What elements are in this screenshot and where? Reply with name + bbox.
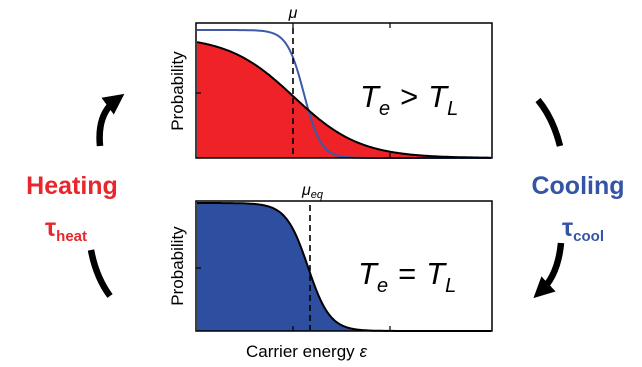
bottom-panel: μeq Probability Te = TL [168,182,493,332]
heating-group: Heating τheat [26,93,125,298]
equilibrium-distribution-fill [197,203,491,331]
top-probability-label: Probability [168,51,187,131]
tau-cool-label: τcool [562,214,604,245]
top-temperature-relation: Te > TL [360,79,458,120]
heating-arrow-upper [96,93,125,147]
hot-distribution-curve [196,41,491,159]
x-axis-label: Carrier energy ε [246,342,368,361]
cooling-arc-upper [535,97,564,147]
bottom-temperature-relation: Te = TL [358,256,456,297]
tau-heat-label: τheat [45,214,87,245]
top-plot-frame [195,22,493,159]
bottom-probability-label: Probability [168,226,187,306]
hot-distribution-fill [197,42,491,158]
heating-label: Heating [26,172,118,200]
cooling-arrow-lower [533,242,565,299]
bottom-plot-frame [195,200,493,332]
bottom-mu-eq-label: μeq [301,182,324,201]
cooling-label: Cooling [531,172,624,200]
top-mu-label: μ [288,5,298,22]
top-panel: μ Probability Te > TL [168,5,493,159]
cooling-group: Cooling τcool [531,97,625,299]
heating-arc-lower [87,249,113,298]
